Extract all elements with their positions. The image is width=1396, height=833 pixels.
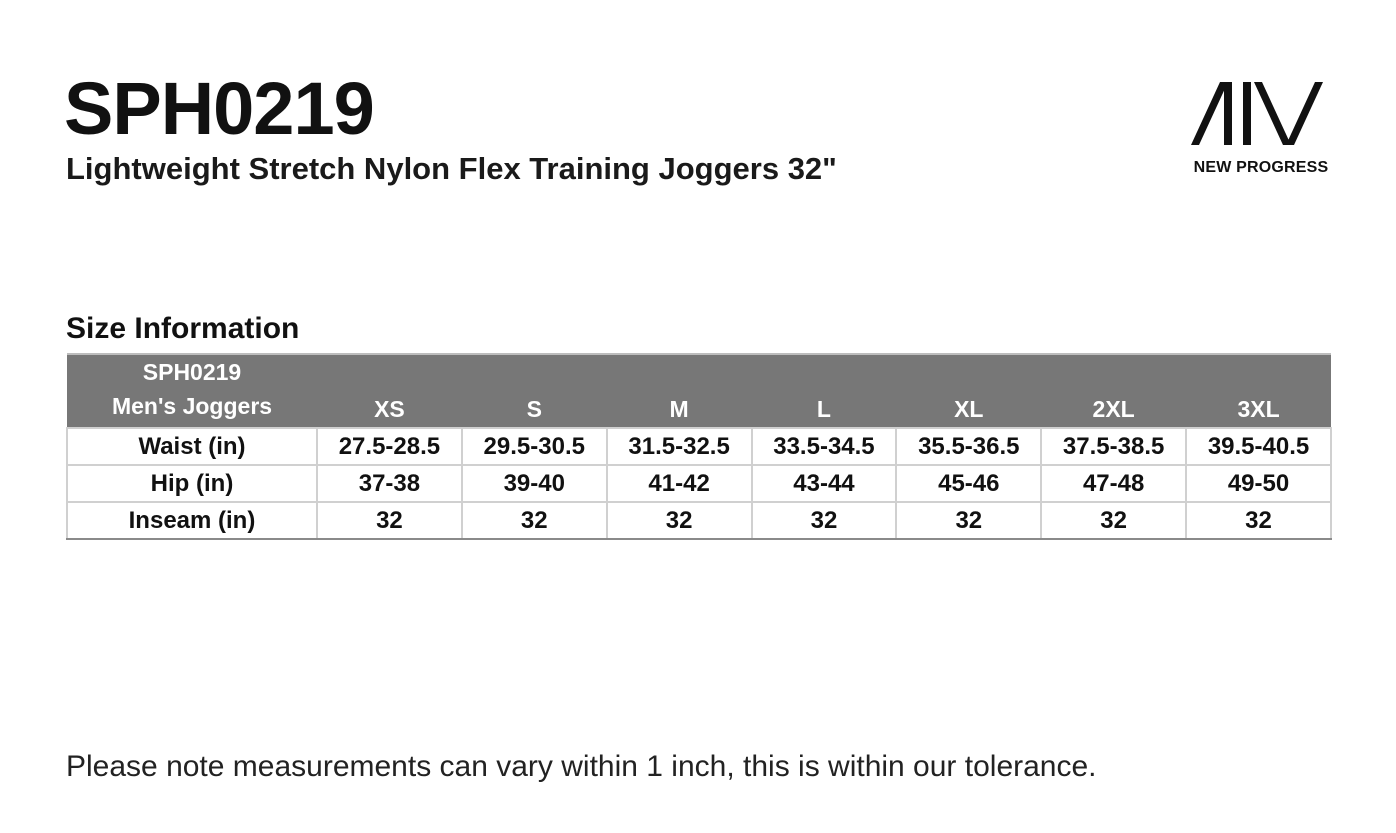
table-cell: 32 — [1185, 501, 1332, 540]
size-header: S — [461, 353, 607, 428]
table-row: Waist (in) 27.5-28.5 29.5-30.5 31.5-32.5… — [66, 427, 1332, 466]
table-cell: 33.5-34.5 — [750, 427, 898, 466]
aiv-logo-icon — [1191, 82, 1323, 145]
table-cell: 49-50 — [1185, 464, 1332, 503]
size-header: XS — [317, 353, 462, 428]
table-header-row: SPH0219 Men's Joggers XS S M L XL 2XL 3X… — [67, 353, 1331, 428]
table-row: Hip (in) 37-38 39-40 41-42 43-44 45-46 4… — [66, 464, 1332, 503]
table-cell: 32 — [895, 501, 1043, 540]
table-cell: 27.5-28.5 — [316, 427, 463, 466]
brand-block: NEW PROGRESS — [1186, 82, 1336, 177]
table-cell: 32 — [1040, 501, 1188, 540]
table-cell: 37-38 — [316, 464, 463, 503]
table-cell: 29.5-30.5 — [460, 427, 608, 466]
table-cell: 32 — [605, 501, 753, 540]
table-cell: 43-44 — [750, 464, 898, 503]
table-cell: 35.5-36.5 — [895, 427, 1043, 466]
row-label: Inseam (in) — [66, 501, 318, 540]
table-cell: 31.5-32.5 — [605, 427, 753, 466]
row-label: Waist (in) — [66, 427, 318, 466]
table-cell: 41-42 — [605, 464, 753, 503]
product-name: Lightweight Stretch Nylon Flex Training … — [66, 151, 837, 186]
size-header: XL — [896, 353, 1042, 428]
brand-name: NEW PROGRESS — [1193, 159, 1329, 176]
size-header: 3XL — [1186, 353, 1331, 428]
table-cell: 39.5-40.5 — [1185, 427, 1332, 466]
table-cell: 37.5-38.5 — [1040, 427, 1188, 466]
table-cell: 32 — [750, 501, 898, 540]
size-header: M — [606, 353, 752, 428]
size-header: L — [751, 353, 897, 428]
table-cell: 32 — [460, 501, 608, 540]
table-cell: 39-40 — [460, 464, 608, 503]
corner-line-2: Men's Joggers — [111, 393, 273, 419]
table-cell: 47-48 — [1040, 464, 1188, 503]
section-title: Size Information — [66, 312, 300, 345]
table-corner-header: SPH0219 Men's Joggers — [67, 353, 317, 428]
table-row: Inseam (in) 32 32 32 32 32 32 32 — [66, 501, 1332, 540]
size-header: 2XL — [1041, 353, 1187, 428]
size-table: SPH0219 Men's Joggers XS S M L XL 2XL 3X… — [66, 353, 1332, 540]
product-code: SPH0219 — [64, 67, 375, 150]
table-cell: 32 — [316, 501, 463, 540]
corner-line-1: SPH0219 — [142, 359, 242, 385]
table-cell: 45-46 — [895, 464, 1043, 503]
row-label: Hip (in) — [66, 464, 318, 503]
tolerance-note: Please note measurements can vary within… — [66, 750, 1097, 783]
